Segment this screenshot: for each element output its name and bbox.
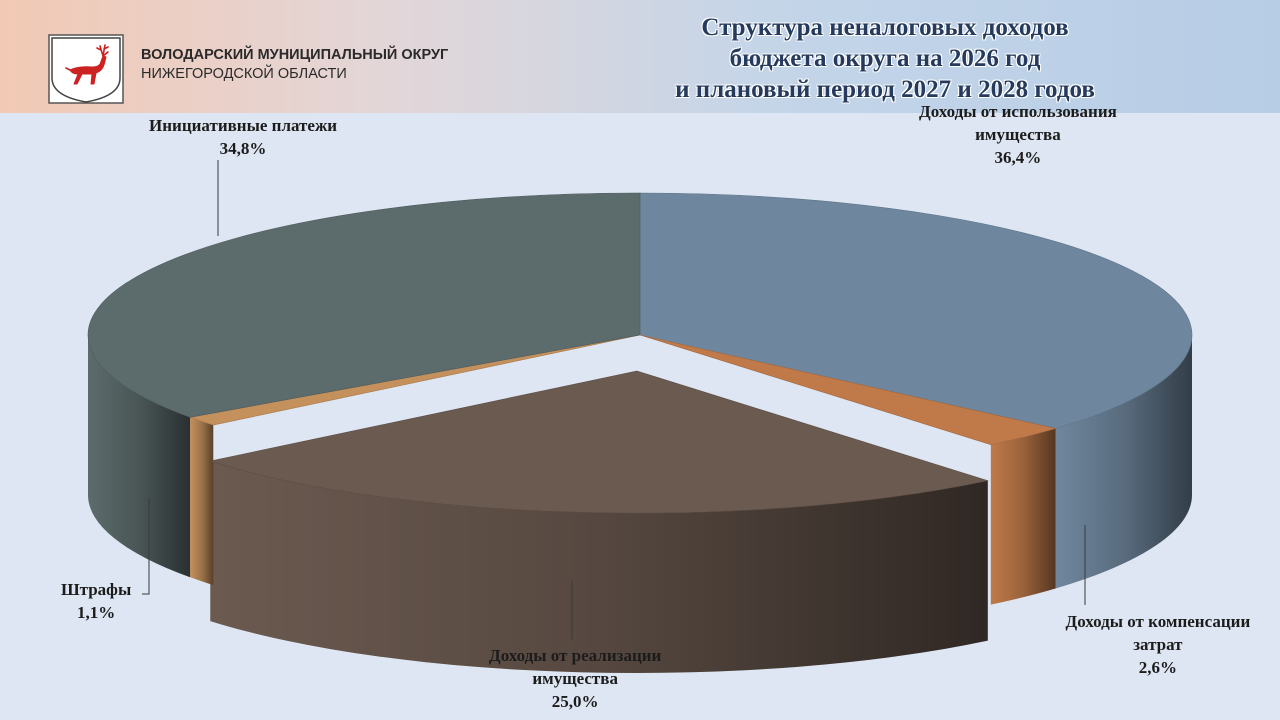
- leader-lines: [142, 160, 1086, 640]
- pie-slice-3: [209, 370, 989, 514]
- org-name-line1: ВОЛОДАРСКИЙ МУНИЦИПАЛЬНЫЙ ОКРУГ: [141, 47, 449, 63]
- slice-label-text: Доходы от реализации: [489, 646, 662, 665]
- pie-slice-5: [87, 192, 641, 418]
- organization-name: ВОЛОДАРСКИЙ МУНИЦИПАЛЬНЫЙ ОКРУГ НИЖЕГОРО…: [141, 46, 448, 84]
- leader-line-4: [142, 498, 150, 595]
- slice-label-3: Доходы от реализации имущества 25,0%: [489, 644, 661, 713]
- slice-label-text: Инициативные платежи: [149, 116, 338, 135]
- slice-value-label: 1,1%: [76, 603, 116, 622]
- slice-label-text: имущества: [975, 125, 1061, 144]
- slice-label-1: Доходы от использования имущества 36,4%: [919, 100, 1117, 169]
- slice-label-text: имущества: [532, 669, 618, 688]
- slide-title: Структура неналоговых доходов бюджета ок…: [600, 12, 1170, 105]
- slice-label-text: Доходы от использования: [919, 102, 1117, 121]
- pie-slice-1: [639, 192, 1193, 429]
- slice-value-label: 36,4%: [994, 148, 1042, 167]
- title-line2: бюджета округа на 2026 год: [729, 45, 1041, 72]
- header-band: [0, 0, 1280, 113]
- coat-of-arms-logo: [48, 34, 124, 104]
- pie-slice-side-4: [190, 417, 214, 586]
- title-line1: Структура неналоговых доходов: [701, 14, 1069, 41]
- slice-label-text: затрат: [1133, 635, 1183, 654]
- slice-label-5: Инициативные платежи 34,8%: [149, 114, 337, 160]
- pie-slice-side-3: [210, 461, 988, 673]
- slice-label-2: Доходы от компенсации затрат 2,6%: [1066, 610, 1251, 679]
- pie-slices: [87, 192, 1193, 673]
- slice-label-text: Штрафы: [61, 580, 132, 599]
- pie-slice-side-2: [990, 428, 1056, 605]
- title-line3: и плановый период 2027 и 2028 годов: [675, 76, 1095, 103]
- slice-label-4: Штрафы 1,1%: [61, 578, 131, 624]
- slice-value-label: 2,6%: [1138, 658, 1177, 677]
- slice-label-text: Доходы от компенсации: [1065, 612, 1251, 631]
- pie-slice-2: [639, 334, 1057, 445]
- pie-slice-side-1: [1055, 335, 1192, 589]
- slice-value-label: 34,8%: [219, 139, 267, 158]
- slice-value-label: 25,0%: [551, 692, 599, 711]
- pie-slice-side-5: [88, 335, 191, 578]
- org-name-line2: НИЖЕГОРОДСКОЙ ОБЛАСТИ: [141, 66, 347, 82]
